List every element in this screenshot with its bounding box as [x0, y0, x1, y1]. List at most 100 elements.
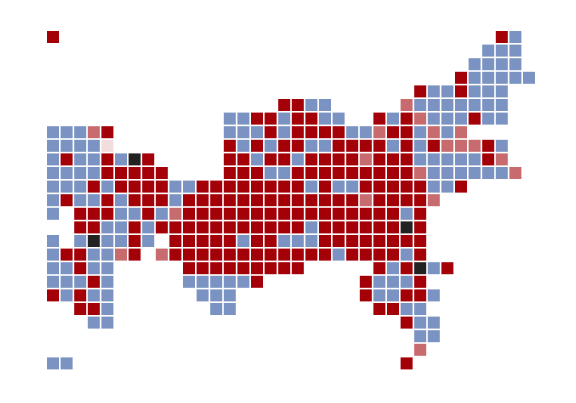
tile — [101, 316, 114, 329]
tile — [441, 112, 454, 125]
tile — [319, 139, 331, 152]
tile — [495, 139, 508, 152]
tile — [47, 262, 59, 275]
tile — [210, 262, 223, 275]
tile — [373, 112, 386, 125]
tile — [509, 71, 522, 84]
tile — [319, 248, 331, 261]
tile — [346, 207, 359, 220]
tile — [373, 303, 386, 315]
tile — [101, 153, 114, 166]
tile — [400, 207, 413, 220]
tile — [251, 275, 263, 288]
tile — [210, 194, 223, 207]
tile — [183, 194, 195, 207]
tile — [455, 99, 467, 111]
tile — [223, 126, 236, 139]
tile — [74, 194, 87, 207]
tile — [264, 248, 277, 261]
tile — [264, 262, 277, 275]
tile — [305, 99, 318, 111]
tile — [223, 112, 236, 125]
tile — [196, 275, 209, 288]
tile — [387, 207, 399, 220]
tile — [400, 180, 413, 193]
tile — [155, 221, 168, 234]
tile — [169, 221, 182, 234]
tile — [251, 235, 263, 247]
tile — [101, 221, 114, 234]
tile — [319, 126, 331, 139]
tile — [332, 235, 345, 247]
tile — [237, 248, 250, 261]
tile — [115, 180, 127, 193]
tile — [291, 262, 304, 275]
tile — [223, 180, 236, 193]
tile — [400, 221, 413, 234]
tile — [264, 194, 277, 207]
tile — [468, 58, 481, 71]
tile — [210, 221, 223, 234]
tile — [278, 248, 291, 261]
tile — [115, 207, 127, 220]
tile — [251, 139, 263, 152]
tile — [414, 167, 427, 179]
tile — [291, 153, 304, 166]
tile — [495, 85, 508, 98]
tile — [251, 112, 263, 125]
tile — [101, 303, 114, 315]
tile — [74, 221, 87, 234]
tile — [101, 167, 114, 179]
tile — [87, 139, 100, 152]
tile — [223, 221, 236, 234]
tile — [291, 180, 304, 193]
tile — [305, 153, 318, 166]
tile — [455, 112, 467, 125]
tile — [87, 289, 100, 302]
tile — [427, 330, 440, 343]
tile — [60, 262, 73, 275]
tile — [305, 167, 318, 179]
tile — [155, 167, 168, 179]
tile — [47, 153, 59, 166]
tile — [60, 153, 73, 166]
tile — [482, 112, 495, 125]
tile — [183, 180, 195, 193]
tile — [183, 275, 195, 288]
tile — [359, 221, 372, 234]
tile — [359, 289, 372, 302]
tile — [183, 262, 195, 275]
tile — [414, 139, 427, 152]
tile — [332, 139, 345, 152]
tile — [373, 248, 386, 261]
tile — [60, 248, 73, 261]
tile — [223, 262, 236, 275]
tile — [346, 139, 359, 152]
tile — [183, 235, 195, 247]
tile — [359, 167, 372, 179]
tile — [427, 262, 440, 275]
tile — [427, 112, 440, 125]
tile — [400, 194, 413, 207]
tile — [291, 235, 304, 247]
tile — [101, 207, 114, 220]
tile — [128, 207, 141, 220]
tile — [223, 139, 236, 152]
tile — [210, 275, 223, 288]
tile — [291, 167, 304, 179]
tile — [509, 44, 522, 57]
tile — [509, 31, 522, 43]
tile — [169, 180, 182, 193]
tile — [332, 194, 345, 207]
tile — [223, 275, 236, 288]
tile — [47, 275, 59, 288]
tile — [495, 153, 508, 166]
tile — [87, 262, 100, 275]
tile — [387, 139, 399, 152]
tile — [482, 99, 495, 111]
tile — [387, 153, 399, 166]
tile — [74, 289, 87, 302]
tile — [47, 31, 59, 43]
tile — [305, 221, 318, 234]
tile — [278, 99, 291, 111]
